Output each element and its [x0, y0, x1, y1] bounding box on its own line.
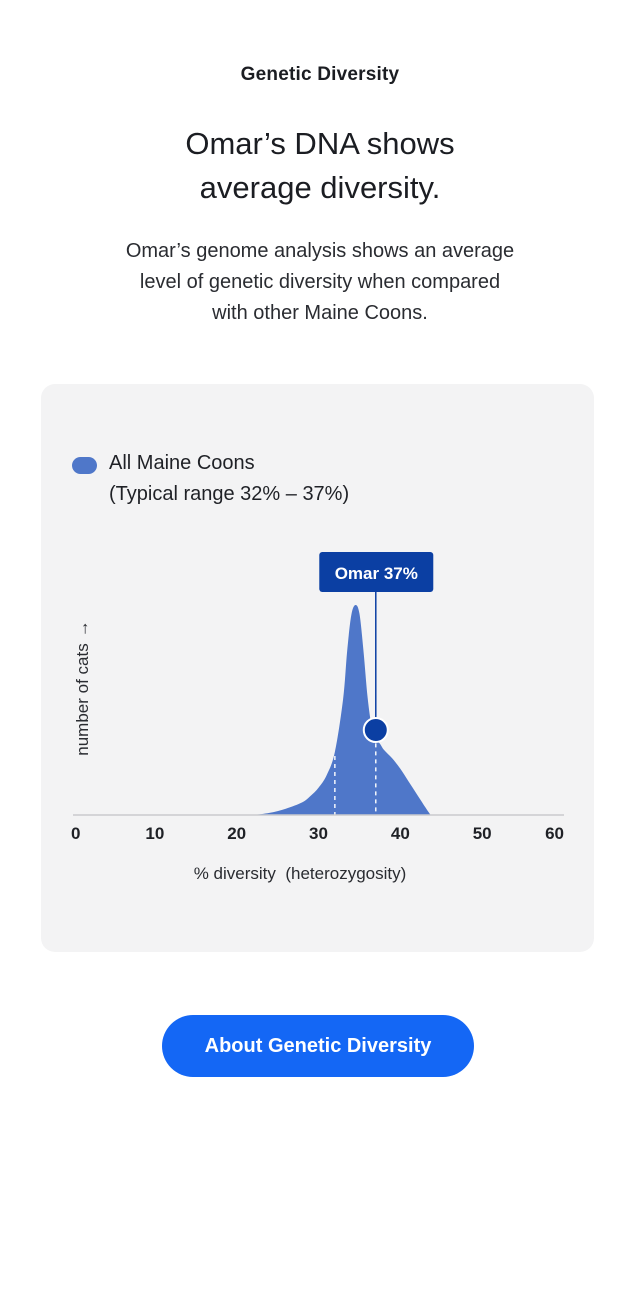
- chart-card: [41, 384, 594, 952]
- x-tick-label: 0: [71, 824, 80, 843]
- section-eyebrow: Genetic Diversity: [240, 64, 400, 85]
- x-axis-label: % diversity (heterozygosity): [194, 864, 407, 883]
- distribution-area: [253, 604, 431, 815]
- marker-tag: [319, 552, 434, 592]
- description-line: Omar’s genome analysis shows an average: [125, 240, 515, 262]
- marker-label: Omar 37%: [335, 564, 418, 583]
- description-line: level of genetic diversity when compared: [139, 271, 501, 293]
- about-genetic-diversity-button[interactable]: About Genetic Diversity: [162, 1015, 474, 1077]
- chart-legend: All Maine Coons (Typical range 32% – 37%…: [109, 448, 349, 510]
- description-line: with other Maine Coons.: [212, 302, 428, 324]
- x-tick-label: 30: [309, 824, 328, 843]
- x-tick-label: 60: [545, 824, 564, 843]
- page-title: Omar’s DNA shows average diversity.: [0, 122, 640, 210]
- legend-range: (Typical range 32% – 37%): [109, 483, 350, 505]
- x-tick-label: 40: [391, 824, 410, 843]
- x-axis-ticks: 0 10 20 30 40 50 60: [71, 824, 564, 843]
- x-tick-label: 10: [145, 824, 164, 843]
- x-tick-label: 20: [227, 824, 246, 843]
- marker-dot[interactable]: [362, 717, 389, 743]
- legend-label: All Maine Coons: [109, 452, 255, 474]
- legend-swatch: [72, 457, 97, 474]
- description-text: Omar’s genome analysis shows an average …: [0, 236, 640, 329]
- page-title-line: average diversity.: [199, 170, 441, 205]
- page-title-line: Omar’s DNA shows: [185, 126, 455, 161]
- x-tick-label: 50: [473, 824, 492, 843]
